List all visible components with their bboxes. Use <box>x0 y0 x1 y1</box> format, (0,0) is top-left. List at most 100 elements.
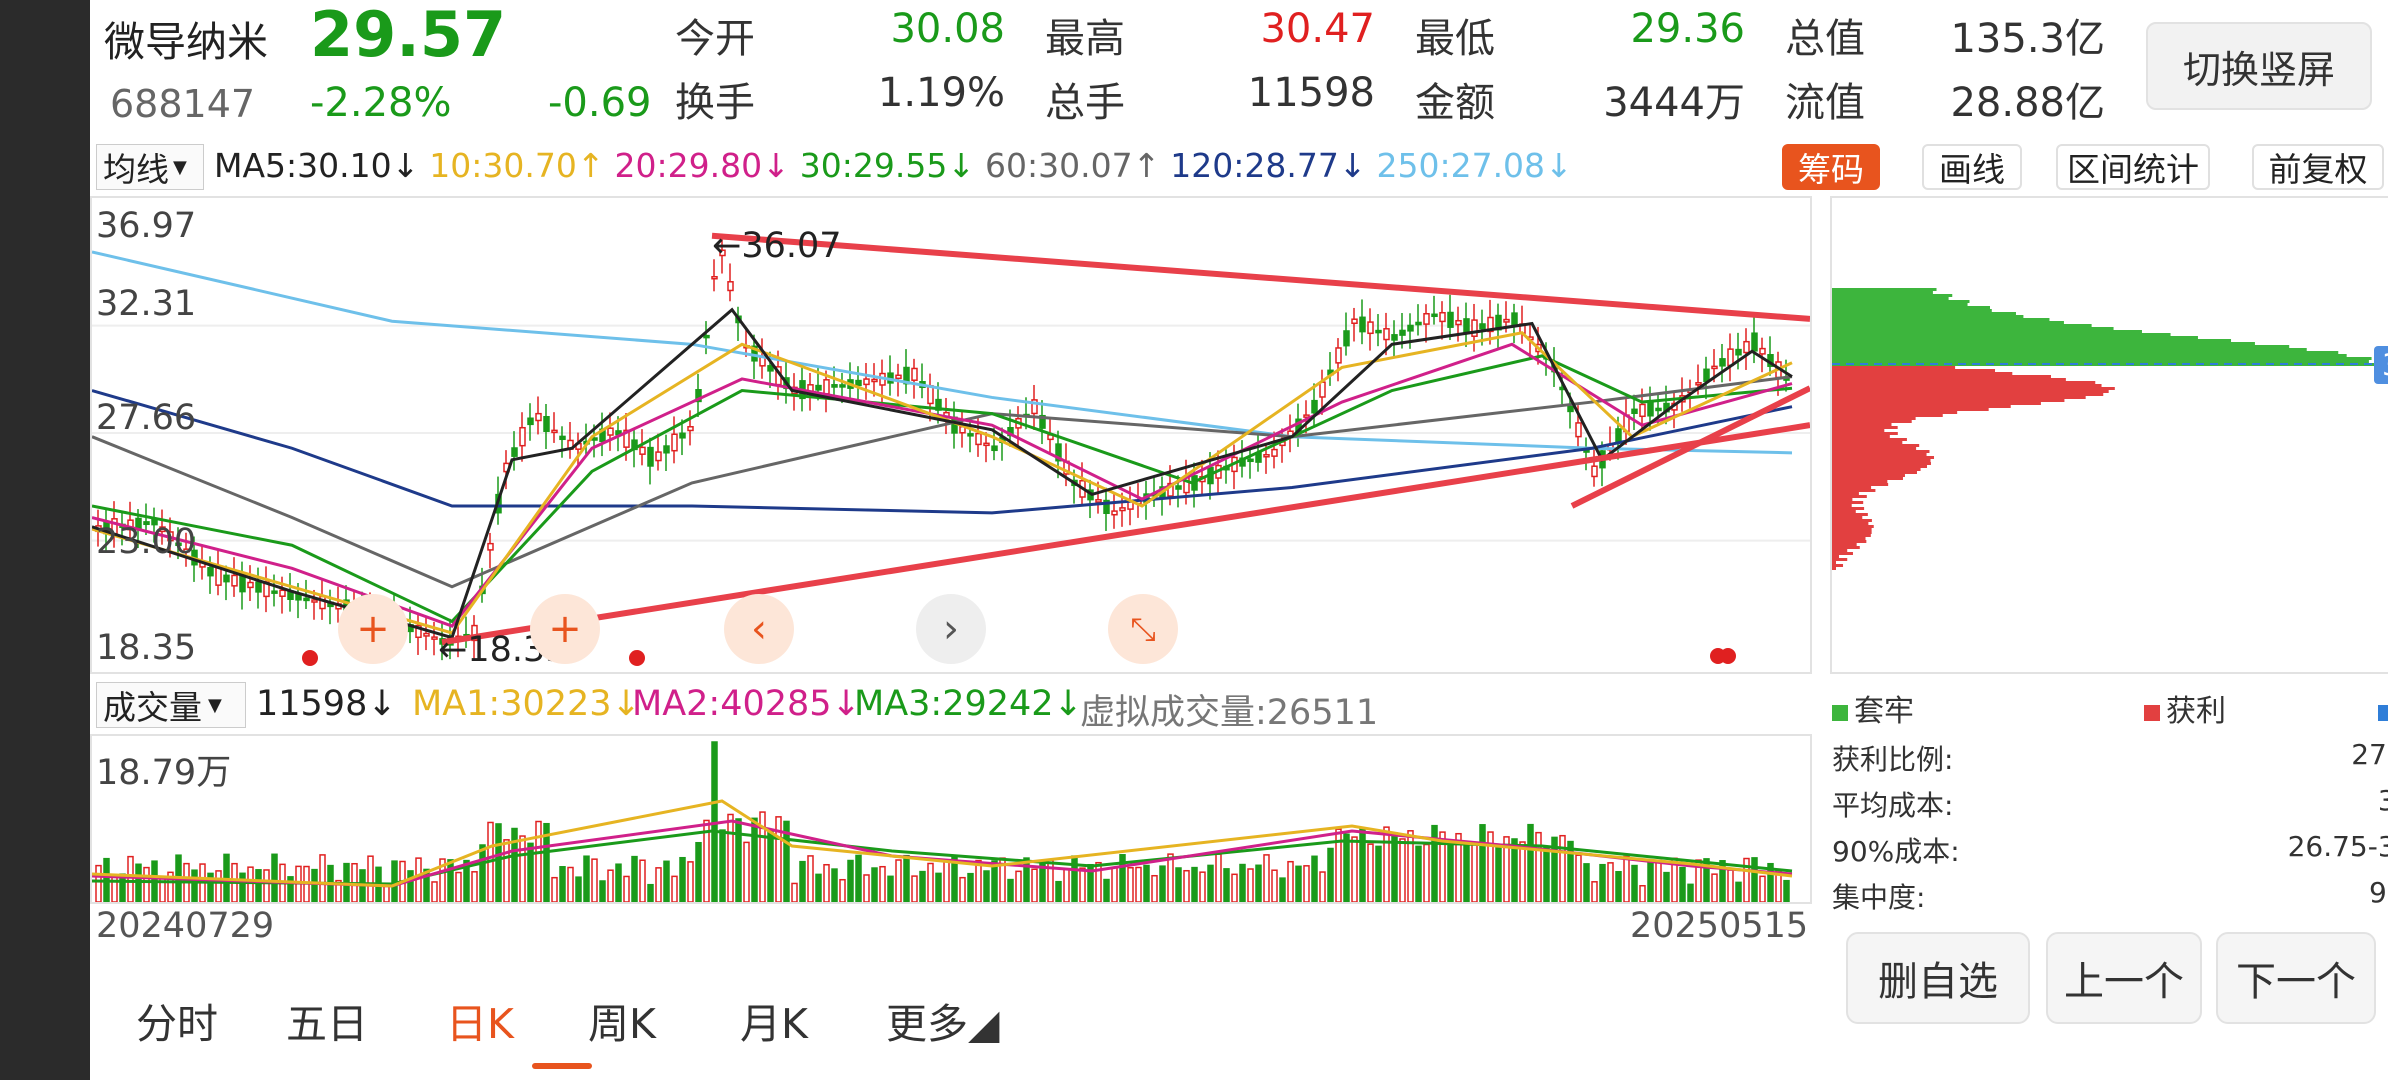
zoom-in-icon[interactable]: + <box>530 594 600 664</box>
volume-selector[interactable]: 成交量 ▼ <box>96 682 246 728</box>
chip-bar <box>1832 396 2086 399</box>
kline-chart[interactable]: 36.97 32.31 27.66 23.00 18.35 ←36.07 ←18… <box>90 196 1812 674</box>
candle-body <box>727 281 734 292</box>
quote-label: 流值 <box>1785 80 1865 126</box>
shrink-icon[interactable]: ⤡ <box>1108 594 1178 664</box>
change-amount: -0.69 <box>548 80 652 126</box>
chip-bar <box>1832 546 1860 549</box>
volume-bar <box>1119 854 1126 902</box>
trend-line <box>711 232 1810 322</box>
previous-stock-button[interactable]: 上一个 <box>2046 932 2202 1024</box>
tab-5[interactable]: 更多◢ <box>886 1000 1000 1048</box>
chip-bar <box>1832 552 1853 555</box>
volume-bar <box>1727 869 1734 902</box>
volume-bar <box>1135 866 1142 902</box>
volume-bar <box>1695 859 1702 902</box>
chip-bar <box>1832 324 2092 327</box>
volume-bar <box>1367 843 1374 902</box>
chips-button[interactable]: 筹码 <box>1782 144 1880 190</box>
volume-bar <box>1503 836 1510 902</box>
chip-bar <box>1832 333 2171 336</box>
chip-bar <box>1832 315 2024 318</box>
tab-3[interactable]: 周K <box>588 1000 656 1048</box>
chip-bar <box>1832 456 1935 459</box>
candle-body <box>1367 321 1374 335</box>
scroll-left-icon[interactable]: ‹ <box>724 594 794 664</box>
volume-bar <box>791 882 798 902</box>
signal-dot <box>302 650 318 666</box>
candle-body <box>1575 422 1582 438</box>
range-stats-button[interactable]: 区间统计 <box>2056 144 2210 190</box>
chip-bar <box>1832 393 2104 396</box>
volume-bar <box>671 875 678 902</box>
volume-bar <box>1239 863 1246 902</box>
volume-bar <box>503 839 510 902</box>
tab-2[interactable]: 日K <box>446 1000 514 1048</box>
volume-bar <box>367 855 374 902</box>
switch-portrait-button[interactable]: 切换竖屏 <box>2146 22 2372 110</box>
candle-body <box>303 597 310 602</box>
candle-body <box>647 446 654 467</box>
candle-body <box>839 384 846 388</box>
tab-0[interactable]: 分时 <box>136 1000 218 1048</box>
price-axis-label-4: 23.00 <box>96 522 197 562</box>
candle-body <box>1759 347 1766 355</box>
tab-4[interactable]: 月K <box>740 1000 808 1048</box>
candle-body <box>1639 403 1646 418</box>
chip-bar <box>1832 501 1864 504</box>
chip-stat-row: 90%成本: 26.75-32.49 <box>1832 830 2388 876</box>
chip-bar <box>1832 306 1990 309</box>
volume-bar <box>599 880 606 902</box>
volume-bar <box>239 872 246 902</box>
volume-bar <box>1783 879 1790 902</box>
volume-bar <box>1271 869 1278 902</box>
volume-bar <box>95 864 102 902</box>
candle-body <box>1095 499 1102 503</box>
volume-bar <box>207 872 214 902</box>
candle-body <box>1031 399 1038 415</box>
volume-bar <box>687 861 694 902</box>
ma-selector[interactable]: 均线 ▼ <box>96 144 204 190</box>
candle-body <box>1423 312 1430 325</box>
volume-bar <box>663 860 670 902</box>
chip-bar <box>1832 531 1872 534</box>
volume-bar <box>1207 864 1214 902</box>
candle-body <box>831 384 838 388</box>
volume-bar <box>567 866 574 902</box>
volume-bar <box>1007 878 1014 902</box>
adjust-mode-button[interactable]: 前复权 <box>2252 144 2384 190</box>
quote-value: 135.3亿 <box>1950 16 2105 62</box>
kline-svg <box>92 232 1810 666</box>
volume-bar <box>1543 847 1550 902</box>
crosshair-icon[interactable]: + <box>338 594 408 664</box>
next-stock-button[interactable]: 下一个 <box>2216 932 2376 1024</box>
volume-bar <box>447 859 454 902</box>
ma-value: 250:27.08↓ <box>1376 146 1573 185</box>
candle-body <box>255 581 262 593</box>
candle-body <box>1439 311 1446 323</box>
volume-chart[interactable]: 18.79万 <box>90 734 1812 904</box>
candle-body <box>767 365 774 372</box>
draw-line-button[interactable]: 画线 <box>1922 144 2022 190</box>
scroll-right-icon[interactable]: › <box>916 594 986 664</box>
signal-dot <box>629 650 645 666</box>
chip-stat-row: 获利比例: 27.69% <box>1832 738 2388 784</box>
chip-bar <box>1832 330 2142 333</box>
candle-body <box>543 415 550 432</box>
volume-bar <box>1295 865 1302 902</box>
remove-watchlist-button[interactable]: 删自选 <box>1846 932 2030 1024</box>
chip-stat-value: 9.69% <box>2369 876 2388 909</box>
volume-bar <box>1615 871 1622 902</box>
chip-bar <box>1832 348 2307 351</box>
chip-bar <box>1832 432 1898 435</box>
chip-bar <box>1832 318 2050 321</box>
volume-bar <box>1703 858 1710 902</box>
volume-bar <box>1095 861 1102 902</box>
tab-1[interactable]: 五日 <box>286 1000 368 1048</box>
volume-bar <box>1311 855 1318 902</box>
chip-bar <box>1832 492 1859 495</box>
chip-bar <box>1832 321 2064 324</box>
volume-axis-max: 18.79万 <box>96 753 232 793</box>
candle-body <box>607 427 614 436</box>
candle-body <box>823 379 830 395</box>
